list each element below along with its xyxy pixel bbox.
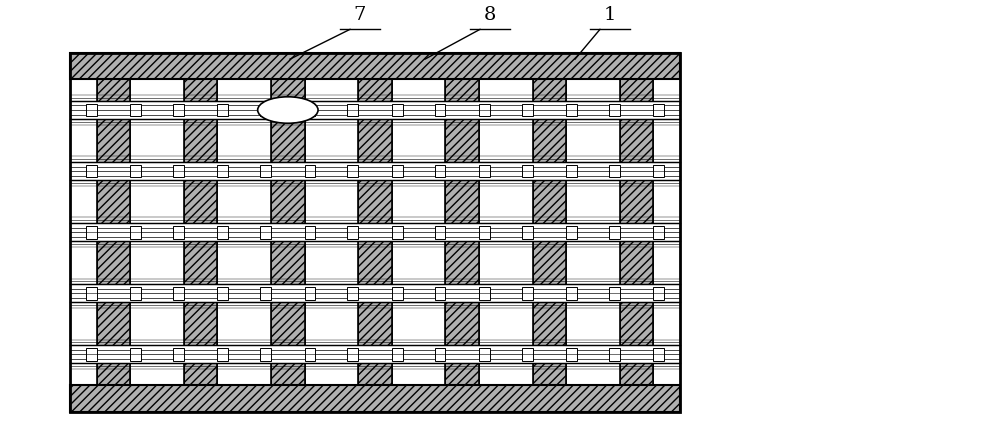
Bar [130, 348, 141, 360]
Bar [217, 226, 228, 239]
Bar [392, 287, 403, 300]
Bar [130, 226, 141, 239]
Bar [305, 104, 315, 117]
Bar [86, 348, 97, 360]
Bar [260, 226, 271, 239]
Bar [217, 348, 228, 360]
Bar [173, 348, 184, 360]
Bar [609, 165, 620, 177]
Bar [522, 348, 533, 360]
Bar [130, 104, 141, 117]
Bar [445, 53, 479, 412]
Bar [522, 165, 533, 177]
Bar [347, 104, 358, 117]
Bar [435, 348, 445, 360]
Bar [347, 165, 358, 177]
Bar [70, 284, 680, 302]
Bar [479, 226, 490, 239]
Bar [70, 345, 680, 364]
Bar [533, 53, 566, 412]
Bar [130, 287, 141, 300]
Bar [653, 104, 664, 117]
Bar [435, 226, 445, 239]
Bar [130, 165, 141, 177]
Bar [358, 53, 392, 412]
Bar [392, 104, 403, 117]
Bar [217, 287, 228, 300]
Bar [522, 226, 533, 239]
Bar [479, 104, 490, 117]
Text: 1: 1 [604, 6, 616, 24]
Circle shape [258, 97, 318, 123]
Bar [653, 348, 664, 360]
Bar [184, 53, 217, 412]
Bar [70, 223, 680, 241]
Bar [347, 348, 358, 360]
Bar [609, 226, 620, 239]
Bar [70, 101, 680, 119]
Bar [260, 287, 271, 300]
Bar [173, 226, 184, 239]
Bar [260, 165, 271, 177]
Bar [173, 104, 184, 117]
Bar [173, 165, 184, 177]
Bar [305, 287, 315, 300]
Bar [566, 348, 577, 360]
Bar [435, 165, 445, 177]
Bar [217, 165, 228, 177]
Bar [347, 287, 358, 300]
Bar [566, 104, 577, 117]
Bar [392, 165, 403, 177]
Bar [522, 287, 533, 300]
Bar [97, 53, 130, 412]
Bar [86, 226, 97, 239]
Bar [609, 348, 620, 360]
Bar [653, 165, 664, 177]
Bar [70, 385, 680, 412]
Bar [347, 226, 358, 239]
Bar [653, 287, 664, 300]
Bar [305, 348, 315, 360]
Bar [70, 53, 680, 412]
Bar [522, 104, 533, 117]
Bar [620, 53, 653, 412]
Bar [609, 287, 620, 300]
Bar [305, 226, 315, 239]
Bar [392, 348, 403, 360]
Bar [609, 104, 620, 117]
Bar [70, 53, 680, 80]
Bar [70, 53, 680, 412]
Bar [173, 287, 184, 300]
Bar [479, 348, 490, 360]
Bar [479, 165, 490, 177]
Bar [271, 53, 305, 412]
Bar [70, 162, 680, 180]
Bar [86, 165, 97, 177]
Bar [217, 104, 228, 117]
Bar [479, 287, 490, 300]
Bar [435, 104, 445, 117]
Bar [653, 226, 664, 239]
Bar [86, 287, 97, 300]
Bar [392, 226, 403, 239]
Bar [260, 104, 271, 117]
Bar [566, 226, 577, 239]
Text: 8: 8 [484, 6, 496, 24]
Bar [305, 165, 315, 177]
Bar [566, 165, 577, 177]
Text: 7: 7 [354, 6, 366, 24]
Bar [86, 104, 97, 117]
Bar [566, 287, 577, 300]
Bar [435, 287, 445, 300]
Bar [260, 348, 271, 360]
